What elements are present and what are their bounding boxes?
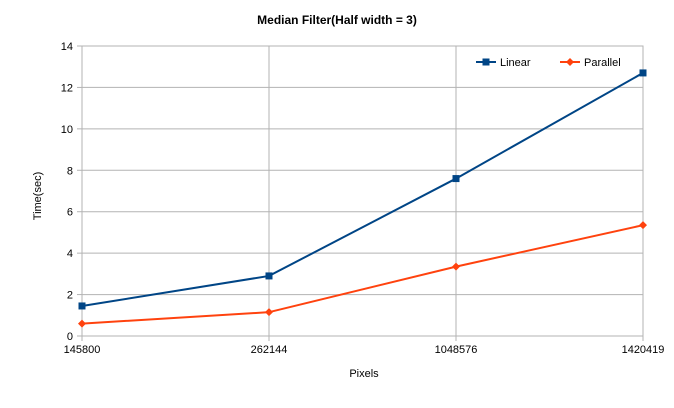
legend-label: Linear bbox=[500, 57, 531, 69]
y-tick-label: 0 bbox=[67, 331, 73, 343]
x-tick-label: 1048576 bbox=[435, 344, 478, 356]
data-point bbox=[452, 262, 460, 271]
series-linear bbox=[78, 69, 647, 310]
x-tick-label: 1420419 bbox=[622, 344, 665, 356]
y-tick-label: 6 bbox=[67, 207, 73, 219]
y-tick-label: 8 bbox=[67, 165, 73, 177]
plot-area bbox=[81, 45, 644, 337]
data-point bbox=[639, 221, 647, 230]
y-tick-labels: 0 2 4 6 8 10 12 14 bbox=[61, 41, 73, 343]
y-tick-label: 4 bbox=[67, 248, 73, 260]
legend: Linear Parallel bbox=[476, 57, 621, 69]
y-tick-label: 2 bbox=[67, 290, 73, 302]
data-point bbox=[265, 272, 273, 280]
y-tick-label: 10 bbox=[61, 124, 73, 136]
legend-label: Parallel bbox=[584, 57, 621, 69]
data-point bbox=[265, 308, 273, 317]
data-point bbox=[452, 175, 460, 183]
series-line bbox=[81, 224, 644, 325]
legend-item-parallel: Parallel bbox=[560, 57, 621, 69]
series-parallel bbox=[78, 221, 647, 328]
series-line bbox=[81, 72, 644, 307]
axes bbox=[77, 45, 644, 341]
data-point bbox=[78, 302, 86, 310]
y-tick-label: 14 bbox=[61, 41, 73, 53]
legend-swatch-marker bbox=[566, 58, 574, 66]
data-point bbox=[639, 69, 647, 77]
chart-title: Median Filter(Half width = 3) bbox=[257, 13, 417, 27]
y-tick-label: 12 bbox=[61, 82, 73, 94]
series-group bbox=[78, 69, 647, 328]
x-tick-labels: 145800 262144 1048576 1420419 bbox=[64, 344, 665, 356]
x-tick-label: 145800 bbox=[64, 344, 101, 356]
legend-swatch-marker bbox=[482, 58, 490, 66]
legend-item-linear: Linear bbox=[476, 57, 531, 69]
x-axis-label: Pixels bbox=[349, 368, 379, 380]
x-tick-label: 262144 bbox=[251, 344, 288, 356]
y-axis-label: Time(sec) bbox=[32, 172, 44, 220]
data-point bbox=[78, 319, 86, 328]
